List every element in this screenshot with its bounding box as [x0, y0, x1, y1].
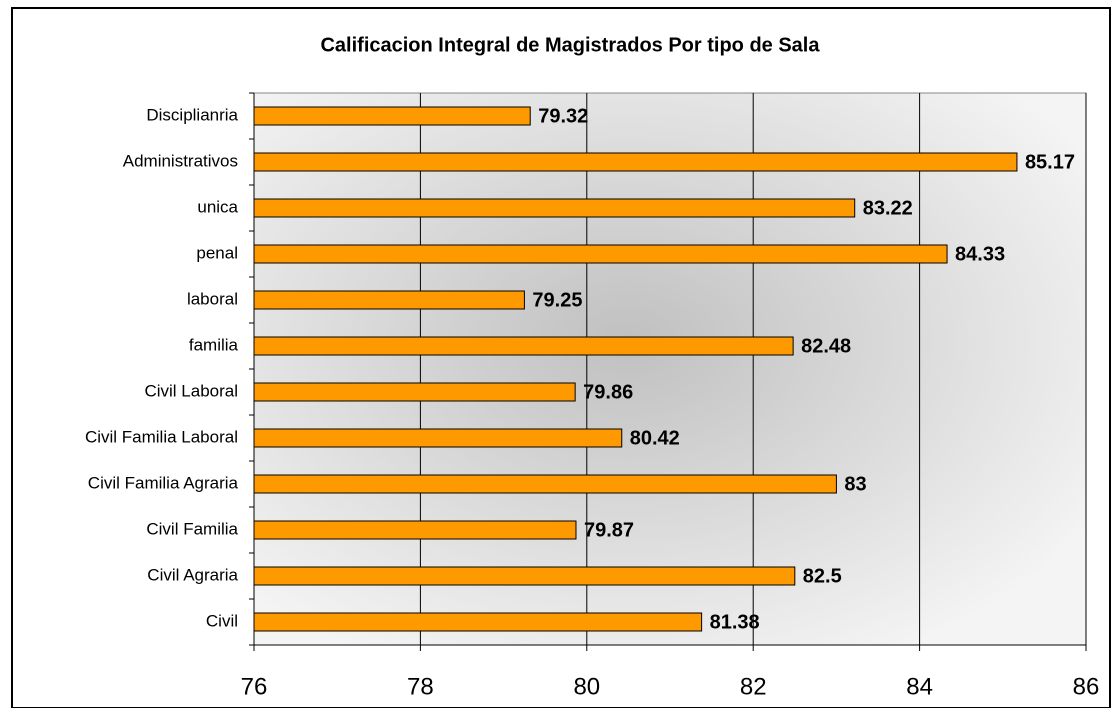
data-label: 79.87 — [584, 519, 634, 541]
x-tick-label: 76 — [241, 673, 268, 700]
y-tick-label: Civil Familia Agraria — [88, 473, 239, 492]
x-tick-label: 78 — [407, 673, 434, 700]
bar — [253, 612, 703, 632]
y-tick-label: Civil Familia — [146, 519, 238, 538]
x-tick-label: 80 — [573, 673, 600, 700]
data-label: 81.38 — [710, 611, 760, 633]
y-tick-label: laboral — [187, 289, 238, 308]
data-label: 82.5 — [803, 565, 842, 587]
data-label: 84.33 — [955, 243, 1005, 265]
data-label: 83 — [844, 473, 866, 495]
x-tick-label: 84 — [906, 673, 933, 700]
x-tick-label: 82 — [740, 673, 767, 700]
y-tick-label: Civil — [206, 611, 238, 630]
bar — [253, 106, 531, 126]
y-tick-label: Civil Agraria — [147, 565, 238, 584]
bar — [253, 566, 796, 586]
data-label: 82.48 — [801, 335, 851, 357]
chart-title: Calificacion Integral de Magistrados Por… — [320, 34, 820, 56]
y-tick-label: familia — [189, 335, 239, 354]
y-tick-label: unica — [197, 197, 238, 216]
bar — [253, 244, 948, 264]
data-label: 79.86 — [583, 381, 633, 403]
bar — [253, 336, 794, 356]
plot-area — [253, 92, 1087, 646]
y-tick-label: Disciplianria — [146, 105, 238, 124]
y-tick-label: penal — [196, 243, 238, 262]
data-label: 79.25 — [532, 289, 582, 311]
bar — [253, 198, 856, 218]
y-tick-label: Administrativos — [123, 151, 238, 170]
data-label: 83.22 — [863, 197, 913, 219]
data-label: 80.42 — [630, 427, 680, 449]
y-tick-label: Civil Laboral — [144, 381, 238, 400]
bar — [253, 428, 623, 448]
x-tick-label: 86 — [1073, 673, 1100, 700]
data-label: 85.17 — [1025, 151, 1075, 173]
bar — [253, 382, 576, 402]
data-label: 79.32 — [538, 105, 588, 127]
bar — [253, 520, 577, 540]
bar — [253, 152, 1018, 172]
y-tick-label: Civil Familia Laboral — [85, 427, 238, 446]
bar — [253, 290, 525, 310]
bar — [253, 474, 837, 494]
